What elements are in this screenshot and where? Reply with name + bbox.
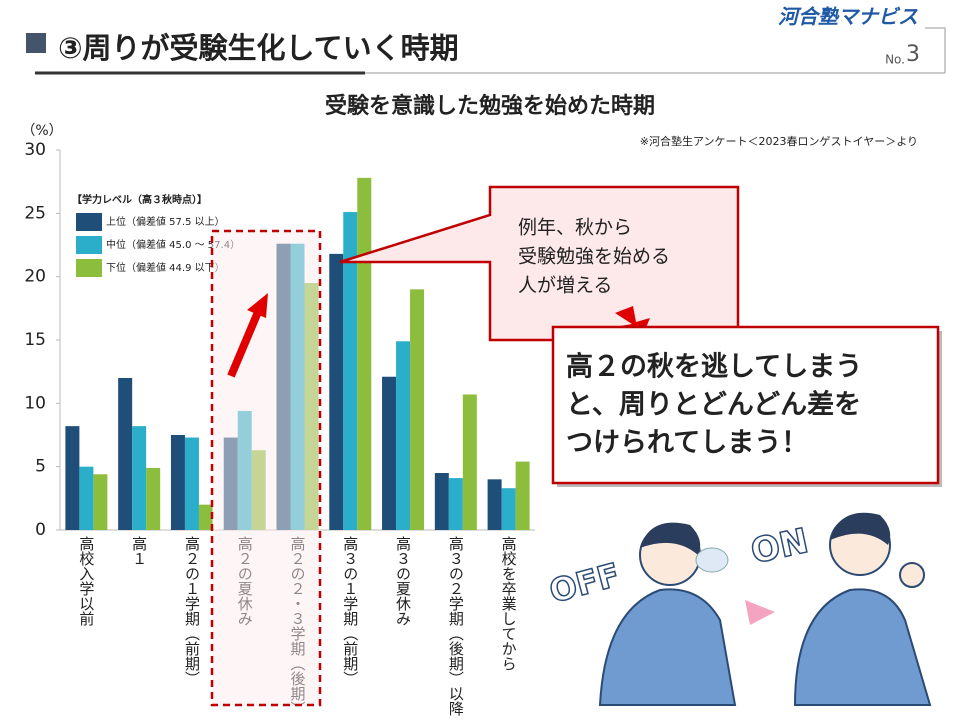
legend-swatch — [76, 213, 102, 231]
bar — [382, 376, 397, 530]
bar — [515, 461, 530, 530]
x-tick-label: 高１ — [130, 536, 148, 566]
bar — [329, 253, 344, 530]
x-tick-label: 高２の１学期（前期） — [183, 536, 201, 686]
illustration-label: OFF — [545, 556, 623, 611]
bar — [65, 426, 80, 530]
bar — [487, 479, 502, 530]
y-tick-label: 20 — [24, 267, 46, 287]
page-number: 3 — [906, 42, 920, 67]
bar — [198, 504, 213, 530]
callout-line: 例年、秋から — [518, 217, 632, 239]
message-line: と、周りとどんどん差を — [566, 389, 861, 421]
y-tick-label: 30 — [24, 140, 46, 160]
y-tick-label: 0 — [35, 520, 46, 540]
bar — [118, 378, 133, 530]
message-line: 高２の秋を逃してしまう — [566, 351, 862, 383]
bar — [93, 474, 108, 530]
page-frame — [925, 27, 946, 73]
y-tick-label: 25 — [24, 203, 46, 223]
bar — [79, 466, 94, 530]
y-tick-label: 5 — [35, 457, 46, 477]
bar — [501, 488, 516, 530]
legend-swatch — [76, 259, 102, 277]
up-arrow-head — [247, 293, 268, 318]
x-tick-label: 高３の２学期（後期）以降 — [447, 536, 465, 716]
chart-title: 受験を意識した勉強を始めた時期 — [325, 93, 655, 119]
page-prefix: No. — [885, 53, 905, 67]
legend-label: 下位（偏差値 44.9 以下） — [106, 261, 225, 274]
illustration-label: ON — [747, 521, 811, 572]
y-axis-label: （%） — [21, 123, 62, 139]
bar — [434, 473, 449, 530]
x-tick-label: 高校を卒業してから — [500, 536, 518, 671]
x-tick-label: 高校入学以前 — [77, 536, 95, 627]
message-box — [551, 325, 940, 485]
bar — [396, 341, 411, 530]
logo: 河合塾マナビス — [778, 5, 918, 29]
off-illustration: OFF — [545, 522, 737, 706]
bar — [170, 435, 185, 530]
on-illustration: ON — [745, 512, 932, 706]
bar — [343, 212, 358, 531]
legend-label: 中位（偏差値 45.0 〜 57.4） — [106, 238, 240, 251]
bar — [448, 478, 463, 530]
x-tick-label: 高３の夏休み — [394, 536, 412, 626]
bar — [184, 437, 199, 530]
bar — [357, 177, 372, 530]
up-arrow-shaft — [227, 310, 262, 378]
source: ※河合塾生アンケート＜2023春ロンゲストイヤー＞より — [640, 134, 918, 148]
y-tick-label: 10 — [24, 393, 46, 413]
bar — [146, 467, 161, 530]
legend-swatch — [76, 236, 102, 254]
heading: ③周りが受験生化していく時期 — [58, 31, 459, 65]
bar — [462, 394, 477, 530]
callout — [339, 185, 740, 342]
bar — [410, 289, 425, 530]
heading-square — [26, 33, 46, 53]
bar — [132, 426, 147, 530]
legend-label: 上位（偏差値 57.5 以上） — [106, 215, 225, 228]
callout-line: 人が増える — [518, 275, 612, 297]
y-tick-label: 15 — [24, 330, 46, 350]
message-line: つけられてしまう！ — [566, 428, 808, 459]
x-tick-label: 高３の１学期（前期） — [341, 536, 359, 686]
callout-line: 受験勉強を始める — [518, 246, 670, 268]
legend-title: 【学力レベル（高３秋時点）】 — [72, 193, 207, 206]
